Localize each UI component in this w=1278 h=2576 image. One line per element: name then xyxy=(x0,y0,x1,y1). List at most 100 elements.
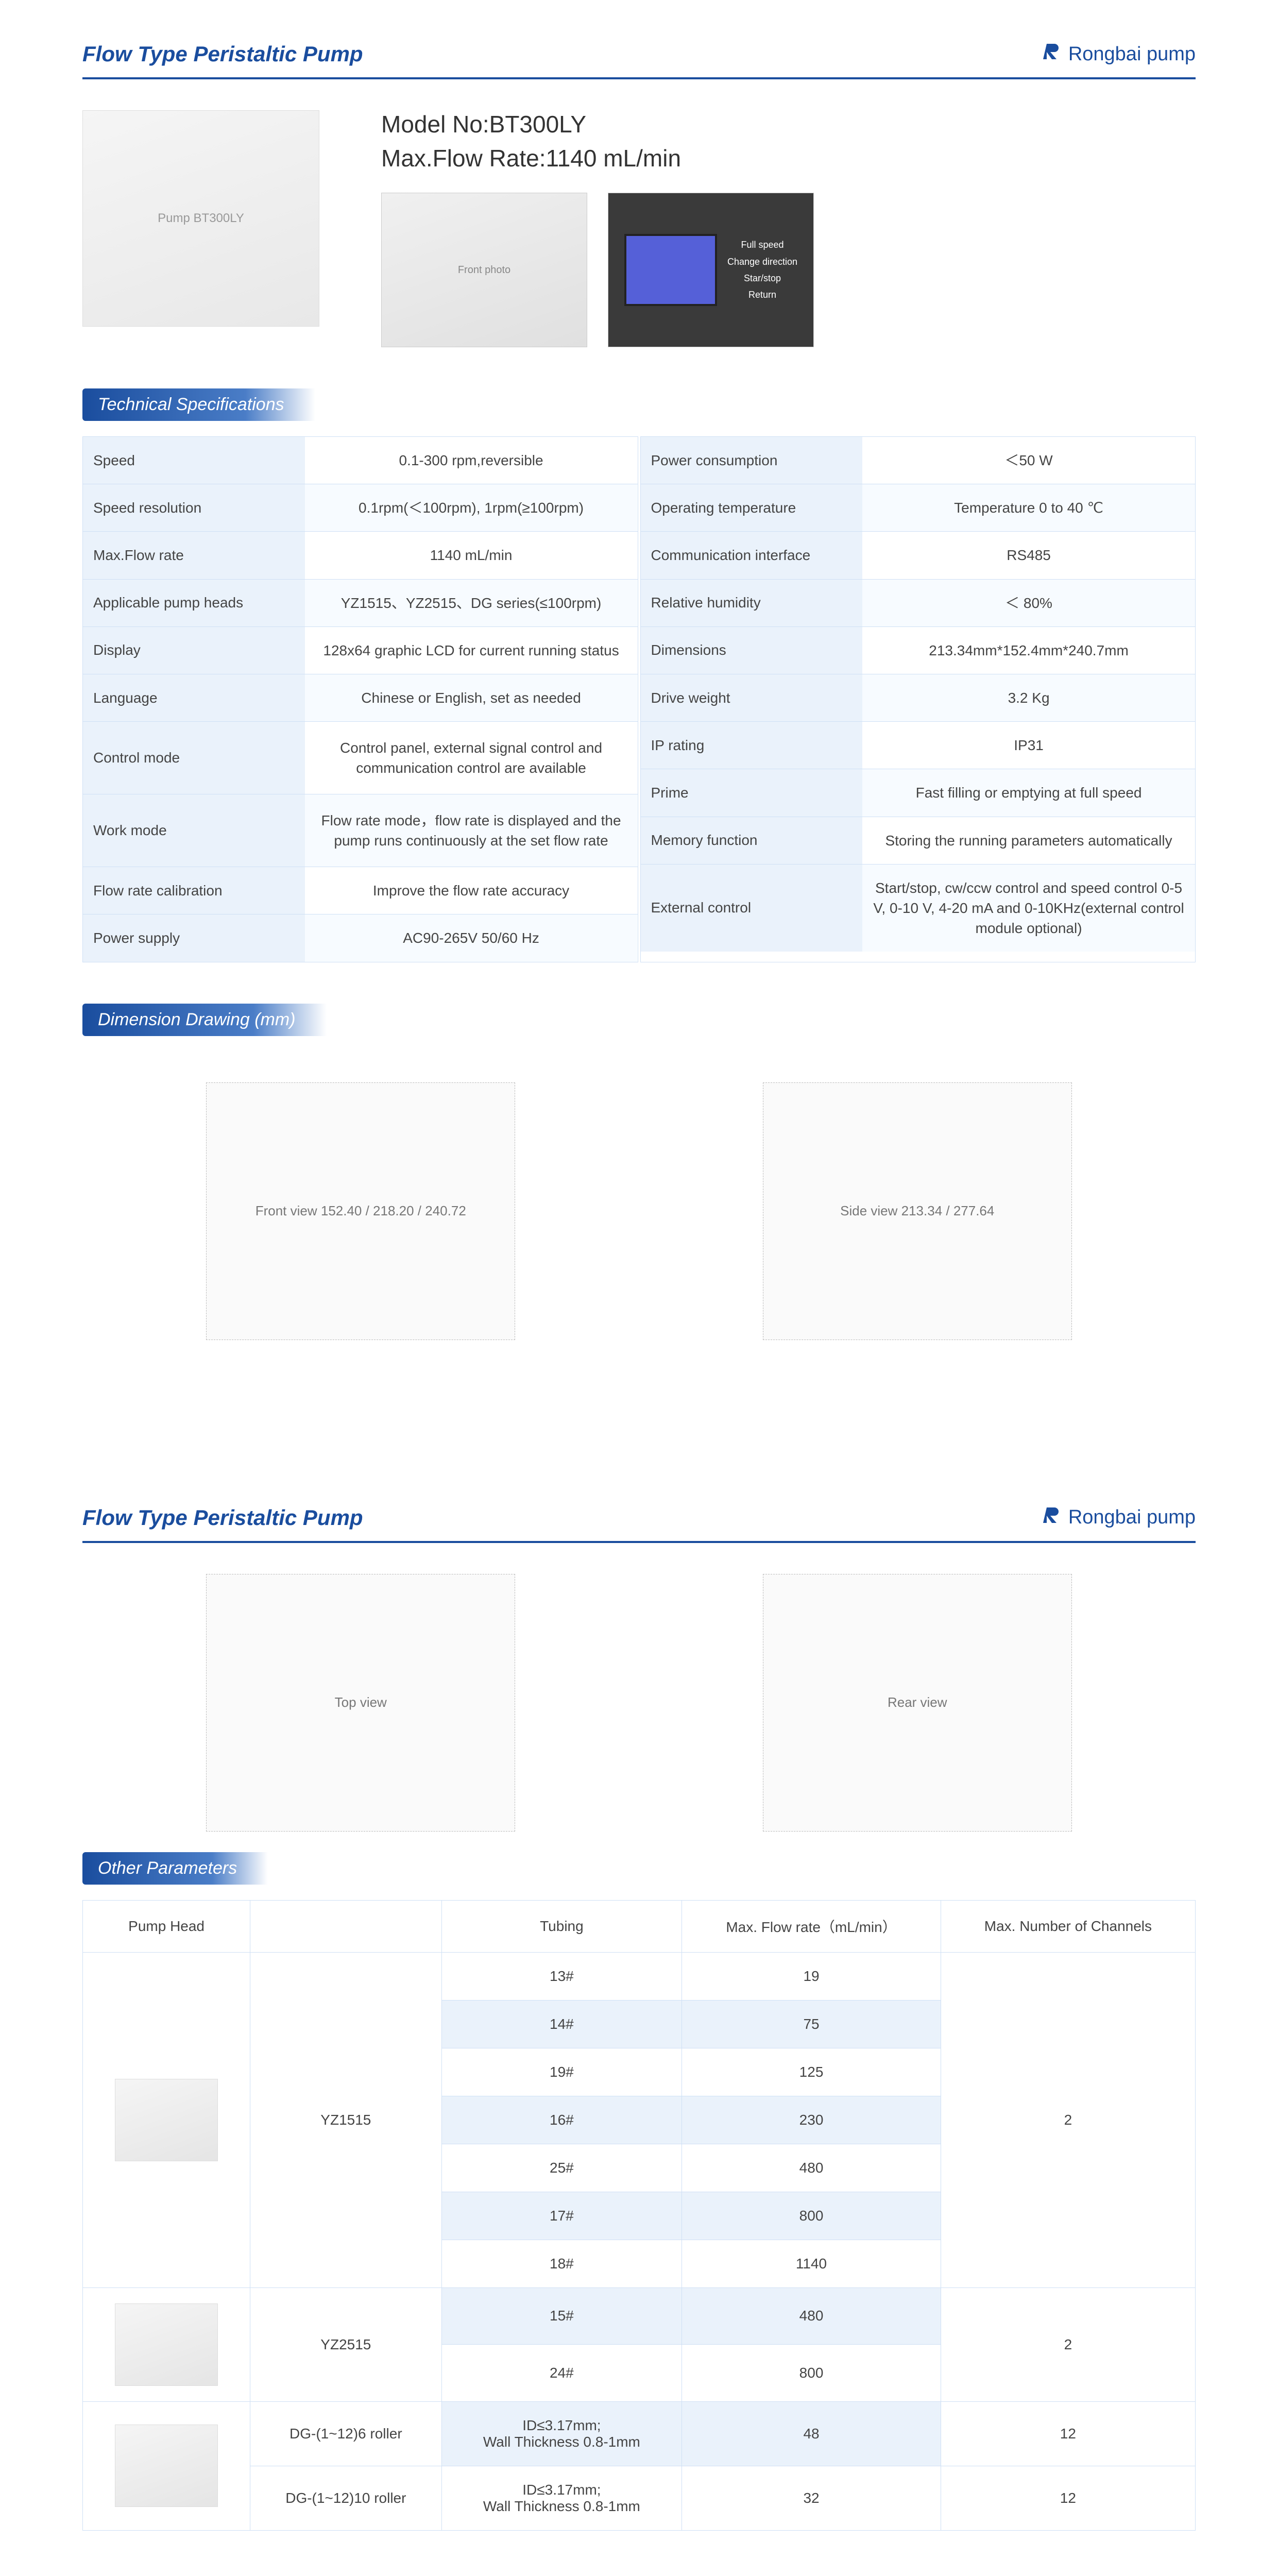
max-flow-line: Max.Flow Rate:1140 mL/min xyxy=(381,144,1196,172)
channels-cell: 12 xyxy=(941,2466,1195,2530)
pump-head-image-cell xyxy=(83,2401,250,2530)
params-row: YZ251515#4802 xyxy=(83,2287,1196,2345)
spec-value: Fast filling or emptying at full speed xyxy=(862,769,1195,816)
flow-cell: 800 xyxy=(682,2345,941,2402)
panel-label-0: Full speed xyxy=(727,236,797,253)
model-no-line: Model No:BT300LY xyxy=(381,110,1196,138)
panel-label-3: Return xyxy=(727,286,797,303)
brand-text-2: Rongbai pump xyxy=(1068,1506,1196,1529)
pump-head-name: DG-(1~12)10 roller xyxy=(250,2466,441,2530)
spec-label: Speed resolution xyxy=(83,484,305,531)
spec-row: Speed0.1-300 rpm,reversible xyxy=(83,437,638,484)
spec-row: External controlStart/stop, cw/ccw contr… xyxy=(641,865,1196,952)
params-h0: Pump Head xyxy=(83,1900,250,1952)
spec-row: Drive weight3.2 Kg xyxy=(641,674,1196,722)
tubing-cell: 18# xyxy=(441,2240,682,2287)
tubing-cell: 14# xyxy=(441,2000,682,2048)
page-1: Flow Type Peristaltic Pump Rongbai pump … xyxy=(0,0,1278,1464)
spec-row: Control modeControl panel, external sign… xyxy=(83,722,638,794)
spec-col-left: Speed0.1-300 rpm,reversibleSpeed resolut… xyxy=(82,436,638,962)
spec-value: YZ1515、YZ2515、DG series(≤100rpm) xyxy=(305,580,638,626)
spec-row: Flow rate calibrationImprove the flow ra… xyxy=(83,867,638,914)
model-no-label: Model No: xyxy=(381,111,489,138)
spec-label: Work mode xyxy=(83,794,305,867)
panel-label-1: Change direction xyxy=(727,253,797,270)
spec-value: RS485 xyxy=(862,532,1195,579)
channels-cell: 12 xyxy=(941,2401,1195,2466)
spec-label: Language xyxy=(83,674,305,721)
tubing-cell: ID≤3.17mm; Wall Thickness 0.8-1mm xyxy=(441,2466,682,2530)
spec-row: Operating temperatureTemperature 0 to 40… xyxy=(641,484,1196,532)
spec-row: Power supplyAC90-265V 50/60 Hz xyxy=(83,914,638,961)
params-h3: Max. Flow rate（mL/min） xyxy=(682,1900,941,1952)
pump-head-image xyxy=(115,2303,218,2386)
spec-row: LanguageChinese or English, set as neede… xyxy=(83,674,638,722)
channels-cell: 2 xyxy=(941,1952,1195,2287)
max-flow-label: Max.Flow Rate: xyxy=(381,145,546,172)
spec-row: Power consumption＜50 W xyxy=(641,437,1196,484)
spec-row: PrimeFast filling or emptying at full sp… xyxy=(641,769,1196,817)
spec-value: ＜50 W xyxy=(862,437,1195,484)
page-2: Flow Type Peristaltic Pump Rongbai pump … xyxy=(0,1464,1278,2576)
flow-cell: 480 xyxy=(682,2287,941,2345)
flow-cell: 75 xyxy=(682,2000,941,2048)
params-header-row: Pump Head Tubing Max. Flow rate（mL/min） … xyxy=(83,1900,1196,1952)
params-h2: Tubing xyxy=(441,1900,682,1952)
spec-label: IP rating xyxy=(641,722,863,769)
spec-value: ＜ 80% xyxy=(862,580,1195,626)
tubing-cell: 25# xyxy=(441,2144,682,2192)
spec-row: Relative humidity＜ 80% xyxy=(641,580,1196,627)
brand-icon xyxy=(1042,41,1062,67)
params-table: Pump Head Tubing Max. Flow rate（mL/min） … xyxy=(82,1900,1196,2531)
spec-row: IP ratingIP31 xyxy=(641,722,1196,769)
spec-value: Control panel, external signal control a… xyxy=(305,722,638,794)
brand-icon-2 xyxy=(1042,1505,1062,1531)
channels-cell: 2 xyxy=(941,2287,1195,2401)
spec-label: Drive weight xyxy=(641,674,863,721)
spec-value: 0.1rpm(＜100rpm), 1rpm(≥100rpm) xyxy=(305,484,638,531)
dimension-front: Front view 152.40 / 218.20 / 240.72 xyxy=(206,1082,515,1340)
pump-head-name: YZ1515 xyxy=(250,1952,441,2287)
flow-cell: 800 xyxy=(682,2192,941,2240)
brand-label-2: Rongbai pump xyxy=(1042,1505,1196,1531)
tubing-cell: 13# xyxy=(441,1952,682,2000)
section-dimension: Dimension Drawing (mm) xyxy=(82,1004,327,1036)
flow-cell: 480 xyxy=(682,2144,941,2192)
spec-label: Memory function xyxy=(641,817,863,864)
page-title-2: Flow Type Peristaltic Pump xyxy=(82,1505,363,1530)
spec-label: Control mode xyxy=(83,722,305,794)
tubing-cell: 17# xyxy=(441,2192,682,2240)
tubing-cell: 16# xyxy=(441,2096,682,2144)
spec-label: Dimensions xyxy=(641,627,863,674)
params-row: YZ151513#192 xyxy=(83,1952,1196,2000)
panel-screen-icon xyxy=(624,234,717,306)
spec-label: Max.Flow rate xyxy=(83,532,305,579)
spec-row: Max.Flow rate1140 mL/min xyxy=(83,532,638,579)
spec-row: Dimensions213.34mm*152.4mm*240.7mm xyxy=(641,627,1196,674)
pump-head-image-cell xyxy=(83,2287,250,2401)
params-h4: Max. Number of Channels xyxy=(941,1900,1195,1952)
spec-value: 0.1-300 rpm,reversible xyxy=(305,437,638,484)
page-header-2: Flow Type Peristaltic Pump Rongbai pump xyxy=(82,1505,1196,1543)
tubing-cell: 19# xyxy=(441,2048,682,2096)
sub-images: Front photo Full speed Change direction … xyxy=(381,193,1196,347)
flow-cell: 19 xyxy=(682,1952,941,2000)
spec-label: External control xyxy=(641,865,863,952)
pump-head-name: DG-(1~12)6 roller xyxy=(250,2401,441,2466)
spec-value: 3.2 Kg xyxy=(862,674,1195,721)
params-row: DG-(1~12)6 rollerID≤3.17mm; Wall Thickne… xyxy=(83,2401,1196,2466)
tubing-cell: ID≤3.17mm; Wall Thickness 0.8-1mm xyxy=(441,2401,682,2466)
spec-row: Work modeFlow rate mode，flow rate is dis… xyxy=(83,794,638,867)
spec-value: Storing the running parameters automatic… xyxy=(862,817,1195,864)
flow-cell: 230 xyxy=(682,2096,941,2144)
pump-head-name: YZ2515 xyxy=(250,2287,441,2401)
spec-value: Temperature 0 to 40 ℃ xyxy=(862,484,1195,531)
spec-value: IP31 xyxy=(862,722,1195,769)
spec-row: Display128x64 graphic LCD for current ru… xyxy=(83,627,638,674)
flow-cell: 125 xyxy=(682,2048,941,2096)
spec-value: Chinese or English, set as needed xyxy=(305,674,638,721)
tubing-cell: 15# xyxy=(441,2287,682,2345)
brand-label: Rongbai pump xyxy=(1042,41,1196,67)
section-tech-spec: Technical Specifications xyxy=(82,388,315,421)
page-title: Flow Type Peristaltic Pump xyxy=(82,42,363,66)
